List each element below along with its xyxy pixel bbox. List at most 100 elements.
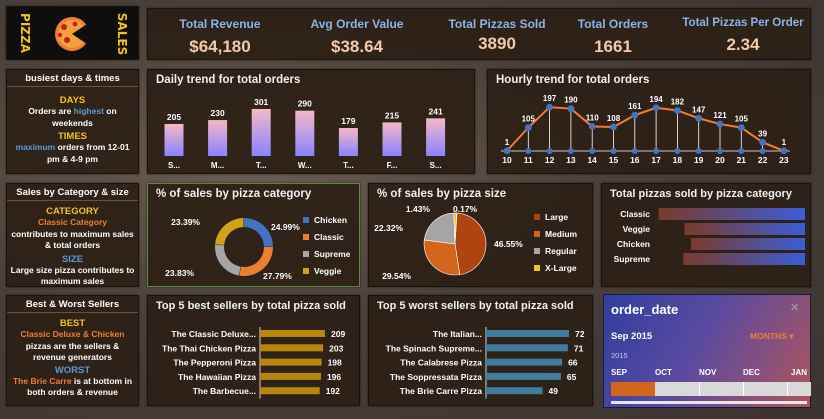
- size-pie-slice: [454, 212, 487, 275]
- kpi-total-orders: Total Orders 1661: [558, 9, 668, 57]
- daily-tick-label: T...: [256, 161, 267, 170]
- best5-tick-label: The Classic Deluxe...: [171, 329, 256, 339]
- daily-bar: [338, 128, 358, 156]
- hourly-trend-title: Hourly trend for total orders: [496, 74, 650, 86]
- timeline-selected-segment[interactable]: [611, 382, 655, 396]
- hourly-base-point: [759, 148, 766, 154]
- best5-tick-label: The Pepperoni Pizza: [173, 358, 256, 368]
- daily-trend-panel: Daily trend for total orders 205 S... 230 M…: [147, 69, 475, 174]
- legend-item: Veggie: [303, 262, 350, 279]
- month-label[interactable]: OCT: [655, 368, 672, 377]
- worst5-bar: [486, 344, 568, 352]
- category-tick-label: Supreme: [614, 254, 651, 264]
- pct-size-title: % of sales by pizza size: [377, 188, 507, 200]
- clear-filter-icon[interactable]: ✕: [790, 302, 800, 314]
- category-bar: [658, 208, 805, 220]
- daily-data-label: 179: [341, 116, 355, 126]
- hourly-point: [631, 111, 639, 119]
- hourly-data-label: 108: [607, 114, 621, 123]
- hourly-series-line: [506, 106, 785, 152]
- timeline-scrollbar[interactable]: [611, 401, 807, 404]
- daily-data-label: 230: [211, 108, 225, 118]
- hourly-point: [588, 123, 596, 130]
- size-slice-label: 29.54%: [382, 271, 411, 281]
- kpi-pizzas-per-order: Total Pizzas Per Order 2.34: [676, 9, 810, 55]
- pizza-icon: [55, 17, 90, 51]
- size-slice-label: 1.43%: [406, 204, 431, 214]
- hourly-base-point: [610, 148, 617, 154]
- hourly-data-label: 121: [713, 111, 727, 120]
- worst-text: The Brie Carre is at bottom in both orde…: [12, 375, 133, 398]
- best5-tick-label: The Thai Chicken Pizza: [162, 343, 256, 353]
- hourly-tick-label: 10: [502, 155, 512, 165]
- hourly-tick-label: 11: [524, 155, 533, 165]
- worst5-data-label: 49: [548, 386, 558, 396]
- pct-size-panel: % of sales by pizza size 46.55% 29.54% 22.…: [368, 183, 593, 287]
- chevron-down-icon: ▾: [789, 331, 794, 341]
- hourly-base-point: [546, 148, 553, 154]
- timeline-track[interactable]: [611, 382, 811, 396]
- month-label[interactable]: SEP: [611, 368, 628, 377]
- legend-item: Chicken: [303, 211, 350, 228]
- hourly-point: [610, 123, 617, 131]
- hourly-data-label: 197: [543, 94, 557, 103]
- worst5-tick-label: The Soppressata Pizza: [390, 372, 482, 382]
- category-highlight: Classic Category: [38, 217, 107, 227]
- logo-left-text: PIZZA: [17, 13, 32, 53]
- kpi-value: 2.34: [726, 35, 760, 54]
- best-text: pizzas are the sellers & revenue generat…: [25, 340, 120, 363]
- pct-category-panel: % of sales by pizza category 24.99% 27.79…: [147, 183, 360, 287]
- hourly-trend-panel: Hourly trend for total orders 1 10 105 11 19…: [487, 69, 811, 174]
- sellers-side-title: Best & Worst Sellers: [7, 296, 138, 313]
- daily-data-label: 290: [298, 99, 312, 109]
- sellers-side-panel: Best & Worst Sellers BEST Classic Deluxe…: [6, 295, 139, 406]
- hourly-point: [652, 104, 660, 112]
- month-labels: SEP OCT NOV DEC JAN: [611, 368, 811, 380]
- worst5-bar: [486, 358, 563, 366]
- category-donut-slice: [215, 218, 244, 245]
- legend-item: Medium: [534, 225, 577, 242]
- daily-tick-label: S...: [430, 161, 442, 170]
- slicer-level-dropdown[interactable]: MONTHS ▾: [750, 331, 794, 341]
- daily-bar: [426, 118, 446, 156]
- worst5-tick-label: The Italian...: [433, 329, 482, 339]
- size-pie-slice: [423, 239, 461, 276]
- pct-category-title: % of sales by pizza category: [156, 188, 312, 200]
- logo-right-text: SALES: [115, 12, 130, 56]
- hourly-data-label: 190: [564, 96, 578, 105]
- hourly-point: [716, 120, 724, 128]
- month-label[interactable]: JAN: [791, 368, 808, 377]
- best5-panel: Top 5 best sellers by total pizza sold T…: [147, 295, 360, 406]
- hourly-data-label: 110: [586, 114, 599, 123]
- hourly-data-label: 1: [505, 138, 510, 147]
- daily-bar: [382, 122, 402, 156]
- worst-heading: WORST: [54, 364, 91, 376]
- category-donut-chart: 24.99% 27.79% 23.83% 23.39%: [165, 217, 300, 281]
- category-slice-label: 23.83%: [165, 268, 194, 278]
- daily-bar: [295, 110, 315, 156]
- best5-data-label: 192: [326, 386, 340, 396]
- hourly-tick-label: 13: [566, 155, 576, 165]
- worst5-data-label: 66: [568, 358, 578, 368]
- category-bar: [683, 253, 805, 265]
- slicer-selection: Sep 2015: [611, 331, 653, 342]
- hourly-tick-label: 14: [587, 155, 597, 165]
- category-bar: [684, 223, 805, 235]
- hourly-base-point: [653, 148, 660, 154]
- hourly-tick-label: 20: [715, 155, 725, 165]
- hourly-tick-label: 16: [630, 155, 640, 165]
- hourly-base-point: [674, 148, 681, 154]
- kpi-label: Avg Order Value: [310, 17, 404, 31]
- legend-item: Regular: [534, 242, 577, 259]
- daily-data-label: 205: [167, 112, 181, 122]
- category-tick-label: Chicken: [617, 239, 650, 249]
- category-side-title: Sales by Category & size: [7, 184, 138, 201]
- hourly-trend-chart: 1101051119712190131101410815161161941718…: [501, 94, 790, 165]
- date-slicer[interactable]: order_date ✕ Sep 2015 MONTHS ▾ 2015 SEP …: [603, 294, 811, 408]
- month-label[interactable]: DEC: [743, 368, 760, 377]
- busiest-title: busiest days & times: [7, 70, 138, 87]
- month-label[interactable]: NOV: [699, 368, 717, 377]
- best5-bar: [260, 330, 325, 337]
- kpi-label: Total Pizzas Sold: [448, 17, 546, 31]
- size-pie-slice: [454, 212, 458, 245]
